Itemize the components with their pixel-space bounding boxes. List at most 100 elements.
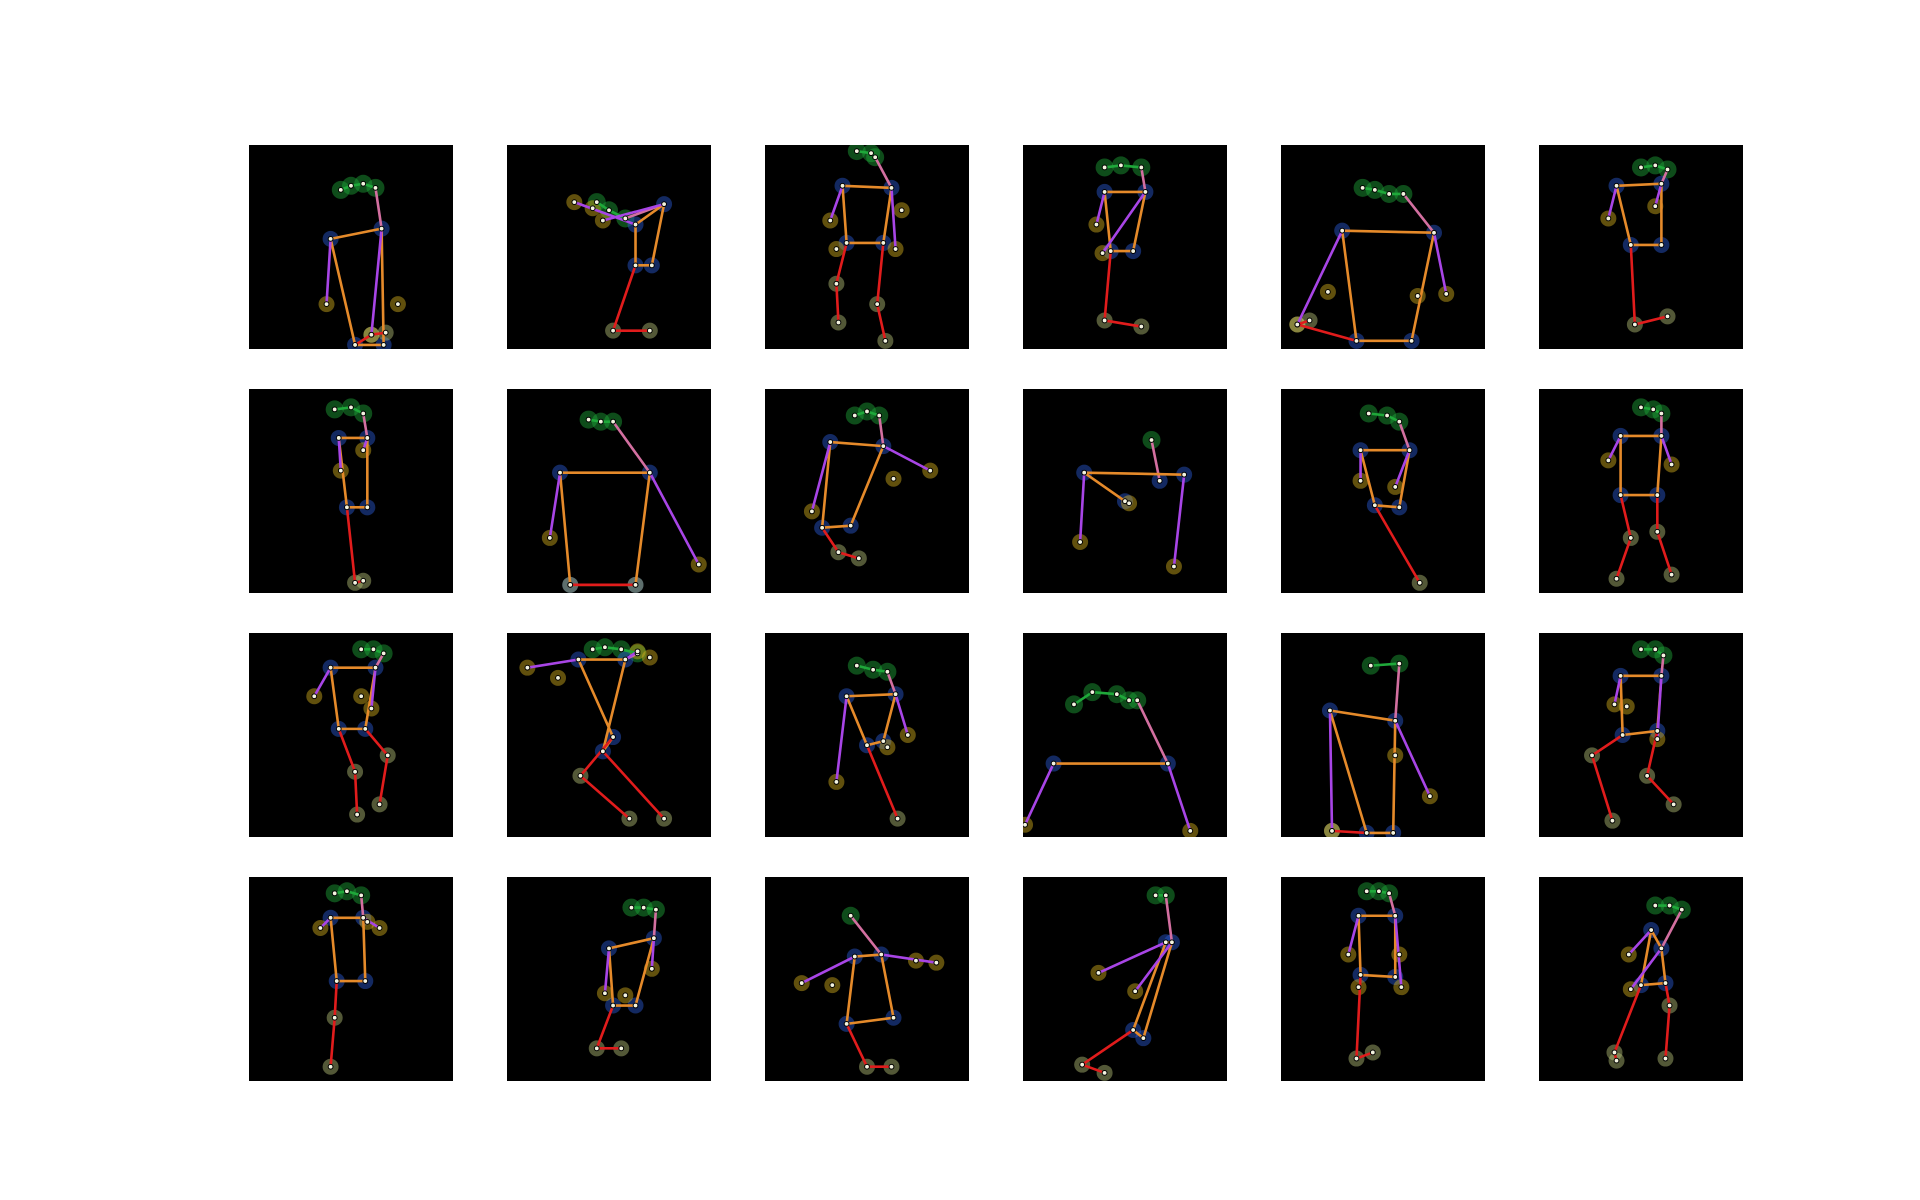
keypoint [1365,410,1372,417]
keypoint [1093,221,1100,228]
keypoint [1638,164,1644,171]
keypoint [843,693,850,700]
keypoint [1619,732,1626,738]
keypoint [327,914,334,921]
keypoint [646,327,653,334]
torso-bone [650,202,666,267]
keypoint [380,342,387,348]
keypoint [602,990,608,997]
keypoint [888,1063,895,1070]
keypoint [648,262,655,269]
skeleton-plot [1600,398,1680,587]
shoulder-bone [828,440,885,448]
shoulder-bone [841,184,893,190]
skeleton-plot [793,906,945,1075]
keypoint [646,654,653,661]
neck-bone [886,670,897,696]
pose-panel [249,877,453,1081]
arm-bone [601,202,666,222]
keypoint [1355,912,1362,919]
torso-bone [1359,448,1377,507]
keypoint [546,535,553,541]
leg-bone [1296,323,1358,343]
leg-bone [353,333,373,347]
keypoint [661,815,667,822]
keypoint [1329,827,1335,834]
keypoint [1638,982,1644,989]
keypoint [1118,162,1124,169]
arm-bone [1627,928,1653,956]
leg-bone [1656,530,1673,576]
hip-bone [845,1016,895,1026]
keypoint [1369,1049,1376,1056]
keypoint [602,644,608,651]
pose-panel [1281,389,1485,593]
keypoint [933,959,940,966]
leg-bone [1103,249,1113,322]
keypoint [835,319,842,326]
keypoint [640,904,647,911]
skeleton-plot [541,410,707,593]
keypoint [827,217,834,224]
keypoint [1353,1055,1360,1062]
keypoint [1668,571,1675,578]
leg-bone [865,743,899,820]
head-bone [1119,164,1143,169]
keypoint [1658,672,1665,679]
keypoint [827,439,834,445]
hip-bone [1639,981,1667,987]
skeleton-plot [1321,654,1438,837]
keypoint [835,549,842,556]
skeleton-plot [822,145,910,349]
arm-bone [828,184,844,222]
keypoint [1666,1002,1673,1009]
keypoint [927,467,934,474]
shoulder-bone [853,953,883,958]
keypoint [1658,180,1665,187]
pose-panel [1023,389,1227,593]
torso-bone [845,955,857,1026]
torso-bone [1131,190,1147,253]
keypoint [622,656,629,663]
keypoint [1658,242,1665,248]
keypoint [331,406,338,413]
keypoint [626,815,633,822]
keypoint [1113,691,1120,698]
arm-bone [370,227,383,337]
arm-bone [1023,762,1055,827]
skeleton-plot [1074,886,1180,1081]
keypoint [1611,1049,1618,1056]
skeleton-plot [318,174,406,349]
keypoint [843,1020,850,1027]
keypoint [1079,1061,1086,1068]
keypoint [317,925,324,931]
keypoint [1101,164,1108,171]
torso-bone [1142,940,1174,1040]
skeleton-plot [1584,640,1682,829]
keypoint [1101,189,1108,195]
keypoint [890,475,897,482]
keypoint [352,768,358,775]
keypoint [1156,477,1163,484]
torso-bone [601,658,627,753]
keypoint [1678,906,1685,913]
keypoint [880,443,887,450]
keypoint [1132,988,1139,995]
keypoint [864,742,870,749]
keypoint [610,1002,616,1009]
keypoint [1670,801,1677,808]
keypoint [1652,646,1659,653]
keypoint [1294,321,1301,328]
leg-bone [1590,754,1614,822]
keypoint [1658,410,1665,417]
pose-panel [1023,633,1227,837]
keypoint [829,982,836,989]
keypoint [634,648,641,655]
keypoint [1392,974,1399,980]
keypoint [1169,939,1175,946]
arm-bone [1101,190,1147,255]
keypoint [618,1045,625,1052]
keypoint [1392,484,1399,490]
keypoint [1357,477,1364,484]
neck-bone [361,412,369,440]
